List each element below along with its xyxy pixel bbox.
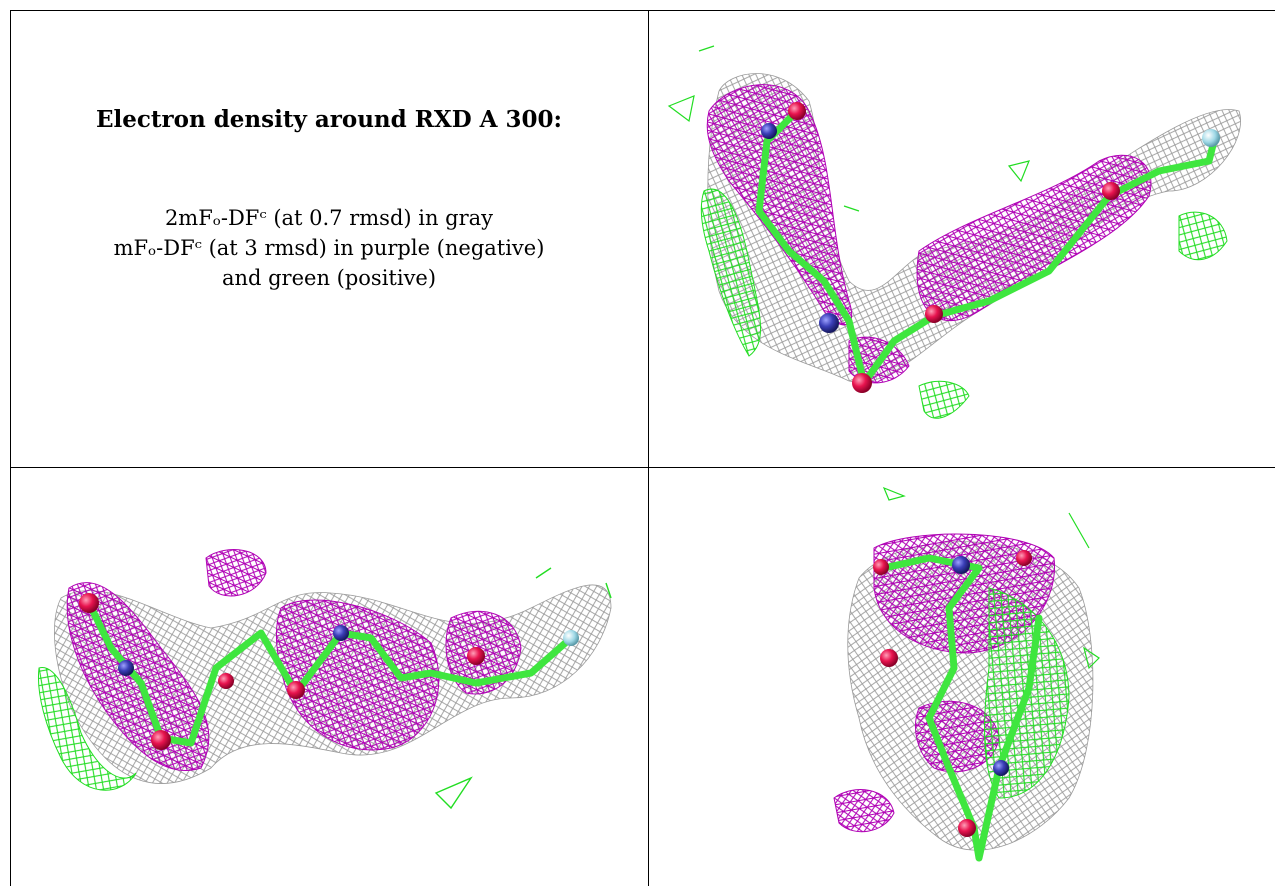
purple-density-mesh-2 <box>915 700 1000 773</box>
table-border-middle <box>10 467 1275 468</box>
oxygen-atom-4 <box>958 819 976 837</box>
caption-line-3: and green (positive) <box>221 266 437 290</box>
oxygen-atom-2 <box>151 730 171 750</box>
fluorine-atom <box>563 630 579 646</box>
purple-density-mesh <box>706 84 853 326</box>
table-border-left <box>10 10 11 886</box>
nitrogen-atom <box>761 123 777 139</box>
green-density-mesh <box>700 188 761 357</box>
view-top-right <box>649 11 1275 467</box>
ligand-bonds <box>755 107 1218 387</box>
purple-density-mesh-3 <box>833 789 895 833</box>
caption-line-2: mFₒ-DFᶜ (at 3 rmsd) in purple (negative) <box>113 236 545 260</box>
oxygen-atom-4 <box>287 681 305 699</box>
caption-cell: Electron density around RXD A 300: 2mFₒ-… <box>10 10 648 467</box>
green-density-mesh <box>37 667 137 791</box>
ligand-bonds <box>880 554 1043 862</box>
caption-title: Electron density around RXD A 300: <box>96 106 562 133</box>
green-density-mesh-4 <box>667 45 1030 212</box>
nitrogen-atom-2 <box>819 313 839 333</box>
view-bottom-right <box>649 468 1275 886</box>
green-density-mesh-2 <box>882 486 1100 670</box>
density-view-top-right <box>667 45 1241 419</box>
table-border-top <box>10 10 1275 11</box>
oxygen-atom <box>79 593 99 613</box>
fluorine-atom <box>1202 129 1220 147</box>
purple-density-mesh-2 <box>916 154 1152 322</box>
caption-line-1: 2mFₒ-DFᶜ (at 0.7 rmsd) in gray <box>164 206 494 230</box>
nitrogen-atom <box>118 660 134 676</box>
oxygen-atom-4 <box>1102 182 1120 200</box>
oxygen-atom-3 <box>218 673 234 689</box>
view-bottom-left <box>11 468 648 886</box>
nitrogen-atom-2 <box>333 625 349 641</box>
green-density-mesh-2 <box>434 567 612 810</box>
density-view-bottom-right <box>833 486 1100 862</box>
oxygen-atom-5 <box>467 647 485 665</box>
purple-density-mesh-4 <box>205 549 267 597</box>
oxygen-atom-3 <box>925 305 943 323</box>
green-density-mesh-3 <box>1178 211 1228 261</box>
density-view-bottom-left <box>37 549 612 810</box>
oxygen-atom <box>873 559 889 575</box>
nitrogen-atom <box>952 556 970 574</box>
oxygen-atom <box>788 102 806 120</box>
table-border-center <box>648 10 649 886</box>
oxygen-atom-3 <box>880 649 898 667</box>
nitrogen-atom-2 <box>993 760 1009 776</box>
green-density-mesh-2 <box>918 380 970 419</box>
oxygen-atom-2 <box>1016 550 1032 566</box>
oxygen-atom-2 <box>852 373 872 393</box>
